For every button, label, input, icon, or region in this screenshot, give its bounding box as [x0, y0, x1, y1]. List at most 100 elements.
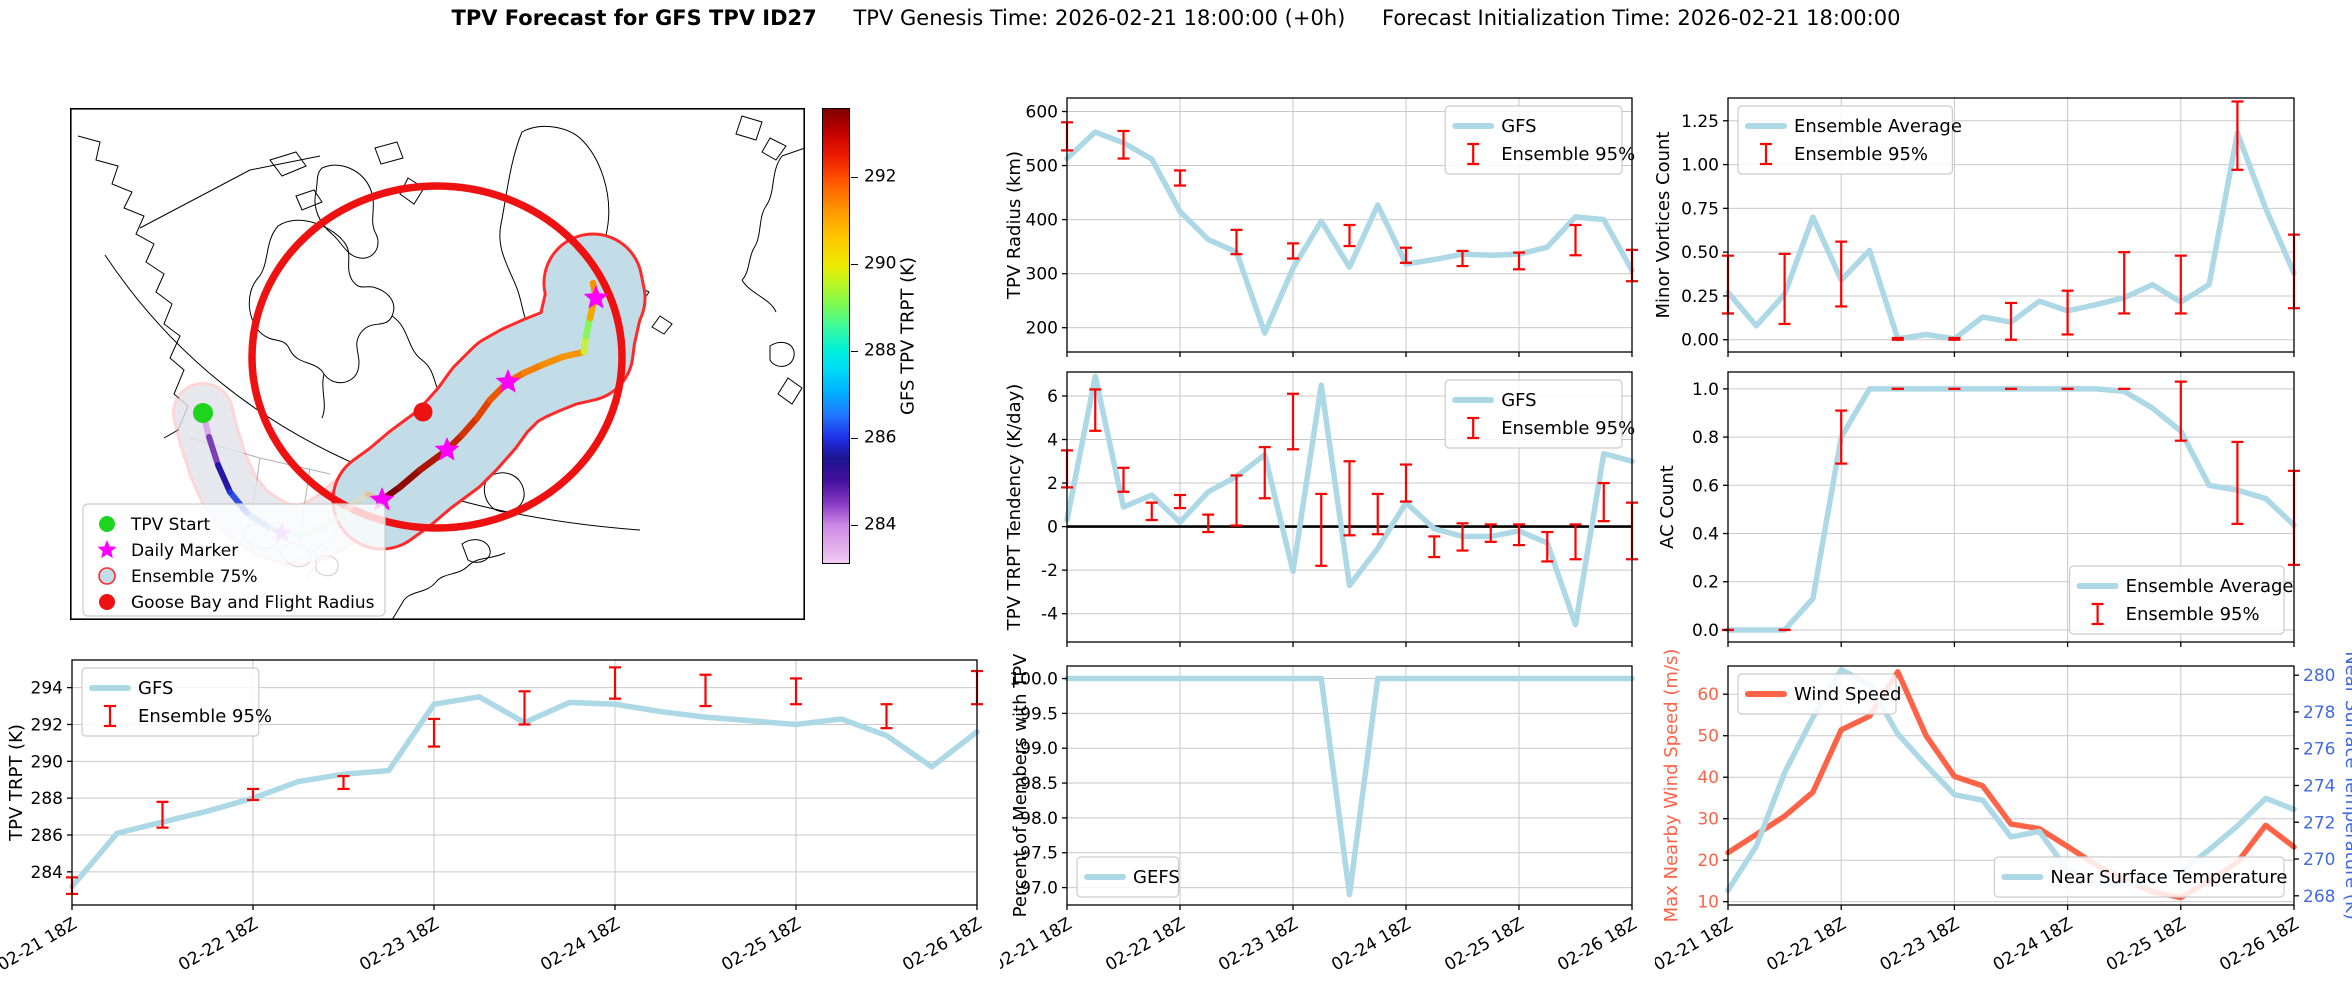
x-tick-label: 02-26 18Z — [2216, 914, 2302, 975]
legend-label: Ensemble 95% — [1501, 418, 1635, 439]
coastline — [741, 155, 783, 281]
map-frame — [70, 108, 805, 620]
y-tick-label: 60 — [1697, 685, 1719, 705]
plot-members: 97.0 97.5 98.0 98.5 99.0 99.5 100.0 02-21 18Z 02… — [1000, 653, 1641, 975]
y-tick-label: 1.0 — [1692, 380, 1719, 400]
coastline — [741, 279, 777, 313]
y-tick-label: 300 — [1026, 265, 1058, 285]
y-tick-label: 292 — [31, 715, 63, 735]
colorbar-tick-label: 286 — [864, 427, 897, 448]
colorbar: 284 286 288 290 292 GFS TPV TRPT (K) — [822, 108, 942, 564]
y-tick-label: 4 — [1047, 431, 1058, 451]
legend: Near Surface Temperature — [1993, 856, 2287, 898]
chart-percent-members: 97.0 97.5 98.0 98.5 99.0 99.5 100.0 02-21 18Z 02… — [1000, 653, 1641, 975]
colorbar-tick-label: 284 — [864, 514, 897, 535]
chart-ac-count: 0.0 0.2 0.4 0.6 0.8 1.0 AC Count Ensemble Avera… — [1657, 371, 2300, 647]
legend-label: Ensemble 95% — [1794, 144, 1928, 165]
colorbar-tick-label: 290 — [864, 254, 897, 275]
legend-label: GFS — [1501, 116, 1536, 137]
daily-marker-star — [97, 540, 117, 559]
chart-trpt-tendency: -4 -2 0 2 4 6 TPV TRPT Tendency (K/day) GFS Ense… — [1004, 371, 1638, 647]
y-tick-label: 0.0 — [1692, 621, 1719, 641]
y-axis-label: TPV TRPT (K) — [6, 724, 27, 842]
right-y-tick-label: 274 — [2303, 777, 2335, 797]
x-tick-label: 02-23 18Z — [1877, 914, 1963, 975]
y-tick-label: 0.8 — [1692, 428, 1719, 448]
y-tick-label: 10 — [1697, 893, 1719, 913]
legend: Ensemble Average Ensemble 95% — [1737, 105, 1962, 175]
colorbar-tick — [851, 438, 858, 440]
coastline — [761, 137, 787, 161]
coastline — [139, 155, 321, 229]
x-tick-label: 02-24 18Z — [537, 914, 623, 975]
legend: GEFS — [1076, 856, 1180, 898]
tpv-track-segment — [473, 396, 494, 422]
ensemble-band — [334, 235, 644, 548]
colorbar-tick — [851, 351, 858, 353]
right-y-tick-label: 276 — [2303, 740, 2335, 760]
legend-label: GFS — [138, 678, 173, 699]
colorbar-tick — [851, 264, 858, 266]
y-tick-label: 294 — [31, 679, 63, 699]
x-tick-label: 02-22 18Z — [175, 914, 261, 975]
map-legend: TPV Start Daily Marker Ensemble 75% Goose B… — [82, 503, 386, 617]
series-line — [1064, 675, 1635, 898]
map-legend-label: Ensemble 75% — [131, 567, 258, 587]
y-tick-label: 40 — [1697, 768, 1719, 788]
tpv-track-segment — [396, 466, 424, 491]
x-tick-label: 02-26 18Z — [899, 914, 985, 975]
y-tick-label: 50 — [1697, 727, 1719, 747]
tpv-track-segment — [458, 414, 481, 439]
map-legend-label: Goose Bay and Flight Radius — [131, 593, 375, 613]
coastline — [461, 539, 491, 563]
daily-marker-star — [495, 369, 521, 393]
ensemble-band-legend-icon — [98, 567, 116, 585]
legend: Wind Speed — [1737, 673, 1901, 715]
right-y-tick-label: 278 — [2303, 703, 2335, 723]
y-tick-label: 0.6 — [1692, 476, 1719, 496]
tpv-track-early-segment — [215, 462, 233, 495]
y-tick-label: 400 — [1026, 211, 1058, 231]
coastline — [769, 341, 795, 367]
y-tick-label: 100.0 — [1009, 670, 1058, 690]
coastline — [77, 135, 189, 439]
error-bars — [1061, 388, 1638, 567]
tpv-start-dot — [193, 403, 213, 423]
legend-label: Ensemble 95% — [1501, 144, 1635, 165]
tpv-track-early-segment — [206, 434, 221, 468]
tpv-track-segment — [538, 353, 566, 369]
chart-minor-vortices: 0.00 0.25 0.50 0.75 1.00 1.25 Minor Vortices C… — [1655, 97, 2300, 357]
y-tick-label: 2 — [1047, 474, 1058, 494]
y-tick-label: 500 — [1026, 157, 1058, 177]
y-tick-label: 600 — [1026, 103, 1058, 123]
y-axis-label: TPV TRPT Tendency (K/day) — [1004, 384, 1025, 632]
plot-radius: 200 300 400 500 600 TPV Radius (km) GFS Ensembl… — [1004, 97, 1638, 357]
y-tick-label: 98.5 — [1020, 774, 1058, 794]
chart-wind-temperature: 10 20 30 40 50 60 268 270 272 274 276 278 280 Near Su… — [1655, 649, 2352, 976]
y-tick-label: 288 — [31, 789, 63, 809]
y-tick-label: 99.0 — [1020, 739, 1058, 759]
legend-label: Ensemble Average — [2126, 576, 2294, 597]
chart-tpv-radius: 200 300 400 500 600 TPV Radius (km) GFS Ensembl… — [1004, 97, 1638, 357]
legend: GFS Ensemble 95% — [81, 667, 272, 737]
x-tick-label: 02-24 18Z — [1328, 914, 1414, 975]
legend-label: GEFS — [1133, 867, 1180, 888]
x-tick-label: 02-25 18Z — [718, 914, 804, 975]
coastline — [777, 377, 803, 405]
tpv-track-early-segment — [349, 491, 370, 508]
y-tick-label: 30 — [1697, 810, 1719, 830]
y-tick-label: 98.0 — [1020, 809, 1058, 829]
x-tick-label: 02-21 18Z — [0, 914, 81, 975]
plot-minor: 0.00 0.25 0.50 0.75 1.00 1.25 Minor Vortices C… — [1655, 97, 2300, 357]
legend: Ensemble Average Ensemble 95% — [2069, 565, 2294, 635]
right-y-tick-label: 280 — [2303, 666, 2335, 686]
y-tick-label: 0.4 — [1692, 525, 1719, 545]
y-tick-label: 20 — [1697, 851, 1719, 871]
legend-label: Ensemble 95% — [138, 706, 272, 727]
right-y-tick-label: 268 — [2303, 887, 2335, 907]
colorbar-tick — [851, 177, 858, 179]
y-tick-label: 0 — [1047, 518, 1058, 538]
y-tick-label: 97.5 — [1020, 844, 1058, 864]
coastline — [295, 189, 323, 211]
x-tick-label: 02-23 18Z — [356, 914, 442, 975]
